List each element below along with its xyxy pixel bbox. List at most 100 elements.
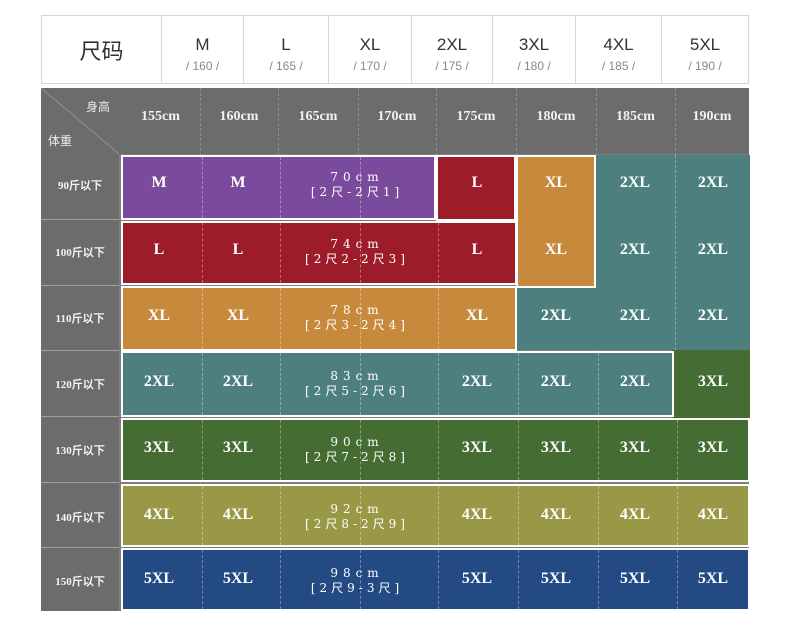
size-cell-m: M xyxy=(151,174,167,191)
row-separator xyxy=(41,416,119,417)
size-label: L xyxy=(281,35,291,54)
size-cell-4xl: 4XL xyxy=(222,506,254,523)
band-dash xyxy=(598,550,599,609)
row-separator xyxy=(41,482,119,483)
band-dash xyxy=(280,550,281,609)
height-header-160cm: 160cm xyxy=(219,109,259,124)
size-col-3xl: 3XL / 180 / xyxy=(493,15,576,84)
size-band-xl xyxy=(121,286,517,351)
size-cell-l: L xyxy=(232,241,244,258)
length-range: [2尺5-2尺6] xyxy=(305,384,409,398)
size-cell-4xl: 4XL xyxy=(461,506,493,523)
band-dash xyxy=(677,550,678,609)
size-band-l xyxy=(436,155,516,221)
band-dash xyxy=(280,486,281,545)
size-cell-2xl: 2XL xyxy=(697,241,729,258)
size-cell-2xl: 2XL xyxy=(619,174,651,191)
length-range: [2尺3-2尺4] xyxy=(305,318,409,332)
size-cell-xl: XL xyxy=(226,307,250,324)
height-header-180cm: 180cm xyxy=(536,109,576,124)
size-cell-5xl: 5XL xyxy=(461,570,493,587)
band-dash xyxy=(202,157,203,218)
size-label: 4XL xyxy=(603,35,634,54)
height-header-185cm: 185cm xyxy=(616,109,655,124)
length-cm: 78cm xyxy=(330,303,384,317)
size-band-2xl xyxy=(516,287,596,350)
size-cell-3xl: 3XL xyxy=(222,439,254,456)
row-separator xyxy=(41,547,119,548)
size-label: M xyxy=(195,35,210,54)
weight-header: 110斤以下 xyxy=(55,313,105,325)
size-cell-5xl: 5XL xyxy=(222,570,254,587)
length-range: [2尺2-2尺3] xyxy=(305,252,409,266)
height-header-170cm: 170cm xyxy=(377,109,417,124)
size-cell-5xl: 5XL xyxy=(143,570,175,587)
band-dash xyxy=(518,420,519,480)
band-dash xyxy=(202,420,203,480)
band-dash xyxy=(360,353,361,415)
band-dash xyxy=(280,353,281,415)
size-cell-2xl: 2XL xyxy=(143,373,175,390)
size-cell-4xl: 4XL xyxy=(143,506,175,523)
size-cell-5xl: 5XL xyxy=(619,570,651,587)
band-dash xyxy=(598,353,599,415)
size-band-3xl xyxy=(121,418,750,482)
size-header: 尺码 M / 160 / L / 165 / XL / 170 / 2XL / … xyxy=(41,15,749,84)
size-cell-5xl: 5XL xyxy=(697,570,729,587)
band-dash xyxy=(438,288,439,349)
band-dash xyxy=(360,550,361,609)
band-dash xyxy=(360,157,361,218)
size-label: 2XL xyxy=(436,35,468,54)
size-height: / 165 / xyxy=(269,59,303,73)
weight-header: 100斤以下 xyxy=(55,247,105,259)
size-band-m xyxy=(121,155,436,220)
band-dash xyxy=(202,353,203,415)
size-height: / 160 / xyxy=(185,59,220,73)
size-cell-2xl: 2XL xyxy=(540,307,572,324)
band-dash xyxy=(360,288,361,349)
band-dash xyxy=(280,157,281,218)
size-col-5xl: 5XL / 190 / xyxy=(662,15,749,84)
size-band-2xl xyxy=(121,351,674,417)
size-cell-2xl: 2XL xyxy=(619,307,651,324)
size-header-title: 尺码 xyxy=(79,39,124,65)
size-label: 5XL xyxy=(689,35,721,54)
size-col-xl: XL / 170 / xyxy=(329,15,412,84)
size-band-5xl xyxy=(121,548,750,611)
size-cell-3xl: 3XL xyxy=(619,439,651,456)
band-dash xyxy=(438,550,439,609)
size-label: 3XL xyxy=(518,35,550,54)
size-cell-2xl: 2XL xyxy=(619,373,651,390)
size-col-m: M / 160 / xyxy=(162,15,244,84)
size-cell-2xl: 2XL xyxy=(619,241,651,258)
size-cell-2xl: 2XL xyxy=(222,373,254,390)
size-cell-3xl: 3XL xyxy=(461,439,493,456)
band-dash xyxy=(360,420,361,480)
size-cell-2xl: 2XL xyxy=(697,307,729,324)
band-dash xyxy=(438,486,439,545)
row-separator xyxy=(41,285,119,286)
band-dash xyxy=(598,486,599,545)
weight-header: 130斤以下 xyxy=(55,445,105,457)
band-dash xyxy=(518,353,519,415)
size-cell-l: L xyxy=(471,174,483,191)
size-cell-3xl: 3XL xyxy=(697,439,729,456)
band-dash xyxy=(202,223,203,283)
size-header-title-cell: 尺码 xyxy=(41,15,162,84)
size-height: / 175 / xyxy=(435,59,469,73)
length-range: [2尺7-2尺8] xyxy=(305,450,409,464)
band-dash xyxy=(202,486,203,545)
size-cell-xl: XL xyxy=(465,307,489,324)
band-dash xyxy=(280,223,281,283)
height-header-190cm: 190cm xyxy=(692,109,732,124)
row-separator xyxy=(41,350,119,351)
band-dash xyxy=(677,420,678,480)
size-col-4xl: 4XL / 185 / xyxy=(576,15,662,84)
size-cell-5xl: 5XL xyxy=(540,570,572,587)
weight-header: 150斤以下 xyxy=(55,576,105,588)
weight-header: 120斤以下 xyxy=(55,379,105,391)
length-cm: 70cm xyxy=(330,170,384,184)
length-cm: 92cm xyxy=(330,502,384,516)
band-dash xyxy=(280,420,281,480)
height-header-175cm: 175cm xyxy=(456,109,496,124)
